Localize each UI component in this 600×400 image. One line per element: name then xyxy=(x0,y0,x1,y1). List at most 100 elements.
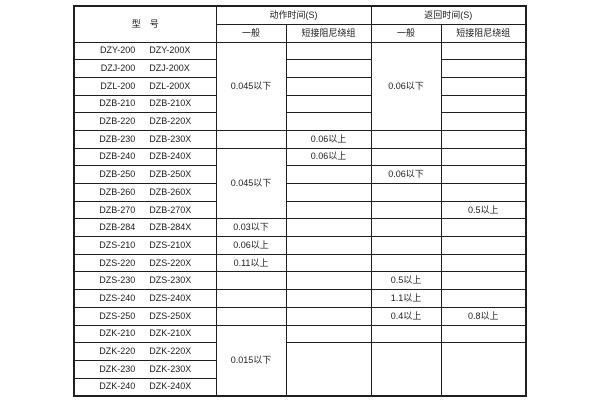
action-general-cell xyxy=(215,129,287,149)
table-row: DZY-200 DZY-200X 0.045以下 0.06以下 xyxy=(73,41,527,131)
model-variant-label: DZK-240X xyxy=(149,381,192,392)
return-damping-cell xyxy=(440,236,527,255)
model-variant-label: DZB-210X xyxy=(149,98,192,109)
action-damping-cell xyxy=(285,200,372,220)
header-row-groups: 型 号 动作时间(S) 返回时间(S) xyxy=(73,5,527,43)
model-cell: DZB-210 DZB-210X xyxy=(73,94,217,114)
return-damping-cell xyxy=(440,94,527,114)
return-general-cell xyxy=(370,147,442,167)
header-return-damping: 短接阻尼绕组 xyxy=(440,23,527,43)
header-action-time: 动作时间(S) xyxy=(215,5,372,25)
header-action-general: 一般 xyxy=(215,23,287,43)
action-damping-cell xyxy=(285,76,372,96)
model-base-label: DZB-220 xyxy=(99,116,136,127)
return-general-cell: 0.06以下 xyxy=(370,41,442,131)
return-damping-cell xyxy=(440,41,527,61)
model-variant-label: DZB-230X xyxy=(149,133,192,144)
model-variant-label: DZK-210X xyxy=(149,328,192,339)
return-damping-cell xyxy=(440,324,527,344)
return-damping-cell xyxy=(440,147,527,167)
return-damping-cell xyxy=(440,183,527,202)
table-row: DZK-220 DZK-220X xyxy=(73,342,527,397)
model-base-label: DZK-220 xyxy=(99,346,136,357)
action-damping-cell xyxy=(285,218,372,238)
table-row: DZS-220 DZS-220X 0.11以上 xyxy=(73,253,527,273)
table-row: DZB-210 DZB-210X xyxy=(73,94,527,114)
model-variant-label: DZB-240X xyxy=(149,151,192,162)
action-damping-cell xyxy=(285,112,372,131)
table-row: DZB-220 DZB-220X xyxy=(73,112,527,131)
model-cell: DZB-230 DZB-230X xyxy=(73,129,217,149)
model-variant-label: DZB-220X xyxy=(149,116,192,127)
table-row: DZS-250 DZS-250X 0.4以上 0.8以上 xyxy=(73,306,527,326)
model-cell: DZS-240 DZS-240X xyxy=(73,289,217,308)
model-base-label: DZJ-200 xyxy=(100,63,136,74)
model-variant-label: DZB-260X xyxy=(149,186,192,197)
table-row: DZK-230 DZK-230X xyxy=(73,359,526,379)
table-row: DZK-210 DZK-210X 0.015以下 xyxy=(73,324,527,397)
action-general-cell: 0.045以下 xyxy=(215,147,287,220)
model-cell: DZL-200 DZL-200X xyxy=(73,76,217,96)
model-base-label: DZK-210 xyxy=(99,328,136,339)
header-model: 型 号 xyxy=(73,5,217,43)
model-base-label: DZS-240 xyxy=(99,292,136,303)
model-cell: DZS-220 DZS-220X xyxy=(73,253,217,273)
model-cell: DZB-284 DZB-284X xyxy=(73,218,217,238)
model-base-label: DZK-230 xyxy=(99,363,136,374)
model-base-label: DZS-230 xyxy=(99,275,136,286)
return-general-cell xyxy=(370,200,442,220)
return-general-cell xyxy=(370,236,442,255)
model-variant-label: DZK-230X xyxy=(149,363,192,374)
table-row: DZS-240 DZS-240X 1.1以上 xyxy=(73,289,527,308)
return-general-cell: 0.4以上 xyxy=(370,306,442,326)
table-row: DZK-240 DZK-240X xyxy=(73,377,526,397)
model-cell: DZB-250 DZB-250X xyxy=(73,165,217,184)
action-general-cell: 0.11以上 xyxy=(215,253,287,273)
return-general-cell xyxy=(370,129,442,149)
model-base-label: DZB-250 xyxy=(99,169,136,180)
model-cell: DZK-210 DZK-210X xyxy=(73,324,217,344)
model-variant-label: DZY-200X xyxy=(149,45,191,56)
action-damping-cell xyxy=(285,59,372,78)
header-return-time: 返回时间(S) xyxy=(370,5,527,25)
return-damping-cell xyxy=(440,289,527,308)
model-base-label: DZS-250 xyxy=(99,310,136,321)
model-base-label: DZB-240 xyxy=(99,151,136,162)
model-cell: DZK-240 DZK-240X xyxy=(73,377,217,397)
model-base-label: DZB-270 xyxy=(99,204,136,215)
model-cell: DZY-200 DZY-200X xyxy=(73,41,217,61)
table-row: DZB-260 DZB-260X xyxy=(73,183,527,202)
return-damping-cell xyxy=(440,342,527,397)
action-damping-cell xyxy=(285,324,372,344)
return-damping-cell xyxy=(440,129,527,149)
table-row: DZB-284 DZB-284X 0.03以下 xyxy=(73,218,527,238)
model-base-label: DZB-210 xyxy=(99,98,136,109)
table-row: DZB-270 DZB-270X 0.5以上 xyxy=(73,200,527,220)
table-row: DZB-250 DZB-250X 0.06以下 xyxy=(73,165,527,184)
model-variant-label: DZS-250X xyxy=(149,310,192,321)
action-damping-cell xyxy=(285,41,372,61)
action-general-cell: 0.06以上 xyxy=(215,236,287,255)
return-general-cell xyxy=(370,253,442,273)
action-damping-cell xyxy=(285,94,372,114)
action-general-cell: 0.045以下 xyxy=(215,41,287,131)
action-damping-cell xyxy=(285,183,372,202)
table-body: DZY-200 DZY-200X 0.045以下 0.06以下 DZJ-200 DZJ-2… xyxy=(73,41,527,397)
action-damping-cell xyxy=(285,165,372,184)
action-damping-cell xyxy=(285,253,372,273)
action-general-cell: 0.015以下 xyxy=(215,324,287,397)
model-variant-label: DZL-200X xyxy=(149,80,191,91)
action-damping-cell: 0.06以上 xyxy=(285,147,372,167)
model-cell: DZS-250 DZS-250X xyxy=(73,306,217,326)
return-general-cell xyxy=(370,218,442,238)
return-damping-cell xyxy=(440,76,527,96)
model-variant-label: DZK-220X xyxy=(149,346,192,357)
action-general-cell xyxy=(215,306,287,326)
return-general-cell xyxy=(370,183,442,202)
model-variant-label: DZJ-200X xyxy=(149,63,190,74)
model-cell: DZS-230 DZS-230X xyxy=(73,271,217,291)
table-row: DZL-200 DZL-200X xyxy=(73,76,527,96)
action-damping-cell xyxy=(285,271,372,291)
model-cell: DZK-220 DZK-220X xyxy=(73,342,217,361)
